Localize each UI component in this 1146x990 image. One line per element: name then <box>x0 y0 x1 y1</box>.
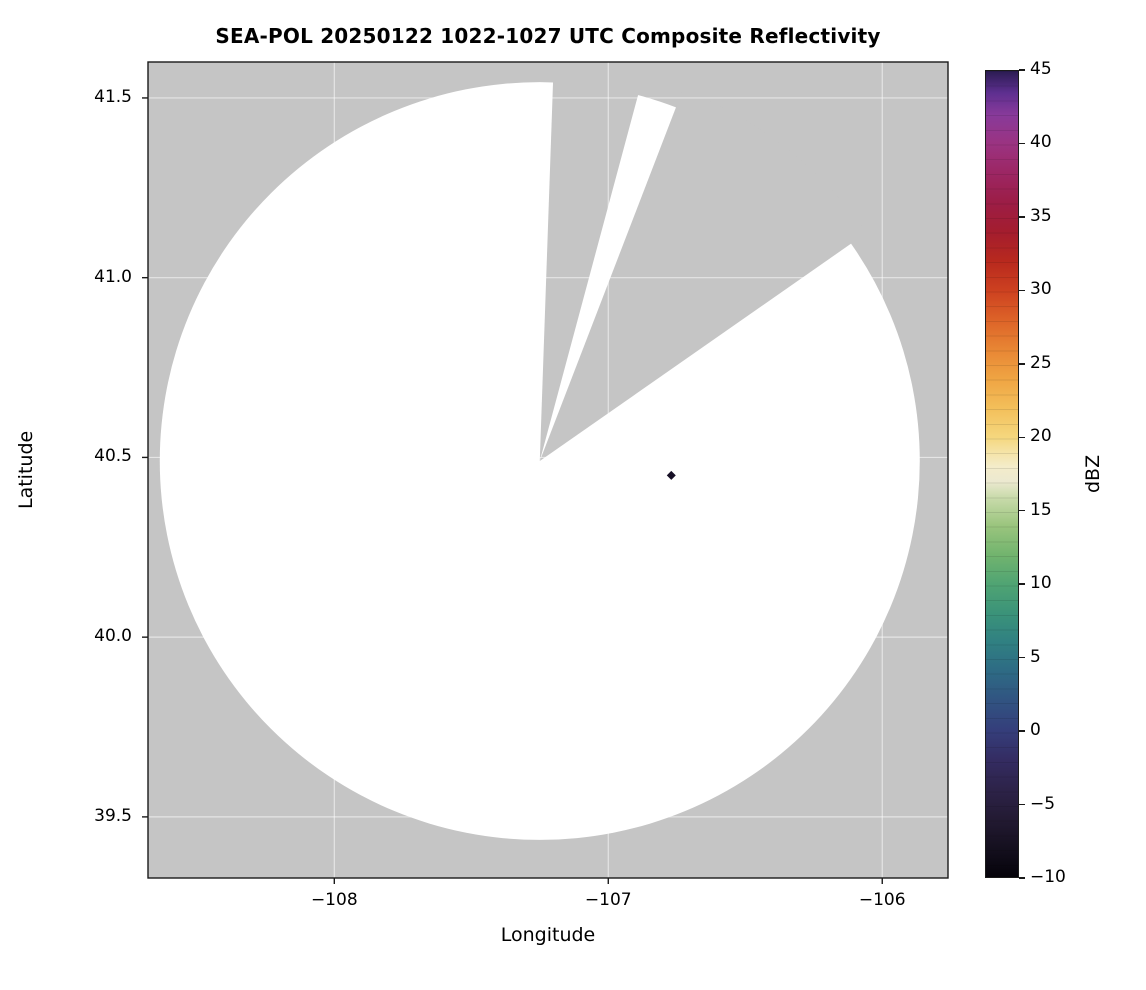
colorbar-tick-label: 35 <box>1030 205 1052 226</box>
colorbar-tick-label: 25 <box>1030 352 1052 373</box>
colorbar-tick-mark <box>1019 289 1025 292</box>
colorbar-tick-mark <box>1019 803 1025 806</box>
y-tick-label: 39.5 <box>94 805 132 826</box>
y-tick-label: 41.5 <box>94 86 132 107</box>
colorbar <box>985 70 1019 878</box>
colorbar-tick-label: 5 <box>1030 646 1041 667</box>
colorbar-tick-mark <box>1019 142 1025 145</box>
echo-marker <box>666 470 676 480</box>
colorbar-tick-mark <box>1019 216 1025 218</box>
colorbar-tick-label: 30 <box>1030 279 1052 300</box>
colorbar-tick-mark <box>1019 877 1025 879</box>
colorbar-tick-label: −5 <box>1030 793 1056 814</box>
colorbar-tick-mark <box>1019 509 1025 512</box>
colorbar-tick-mark <box>1019 656 1025 659</box>
colorbar-band-lines <box>986 71 1018 877</box>
blocked-sector <box>539 89 867 462</box>
colorbar-tick-label: 20 <box>1030 426 1052 447</box>
colorbar-tick-mark <box>1019 730 1025 732</box>
colorbar-tick-label: 45 <box>1030 59 1052 79</box>
colorbar-unit-label: dBZ <box>1082 454 1104 494</box>
x-tick-label: −108 <box>310 890 358 910</box>
colorbar-tick-mark <box>1019 583 1025 585</box>
colorbar-tick-mark <box>1019 363 1025 365</box>
y-tick-label: 41.0 <box>94 266 132 287</box>
colorbar-tick-label: 40 <box>1030 132 1052 153</box>
colorbar-tick-mark <box>1019 436 1025 439</box>
y-tick-label: 40.5 <box>94 446 132 467</box>
y-tick-label: 40.0 <box>94 626 132 647</box>
colorbar-tick-mark <box>1019 69 1025 71</box>
axes-frame <box>147 61 949 879</box>
colorbar-tick-label: 0 <box>1030 720 1041 741</box>
x-tick-label: −107 <box>584 890 632 910</box>
blocked-sector <box>539 63 643 462</box>
chart-title: SEA-POL 20250122 1022-1027 UTC Composite… <box>215 24 881 48</box>
y-axis-label: Latitude <box>15 430 37 510</box>
colorbar-tick-label: −10 <box>1030 867 1066 887</box>
x-axis-label: Longitude <box>500 924 596 946</box>
colorbar-tick-label: 10 <box>1030 573 1052 594</box>
colorbar-tick-label: 15 <box>1030 499 1052 520</box>
colorbar-gradient <box>986 71 1018 877</box>
x-tick-label: −106 <box>858 890 906 910</box>
